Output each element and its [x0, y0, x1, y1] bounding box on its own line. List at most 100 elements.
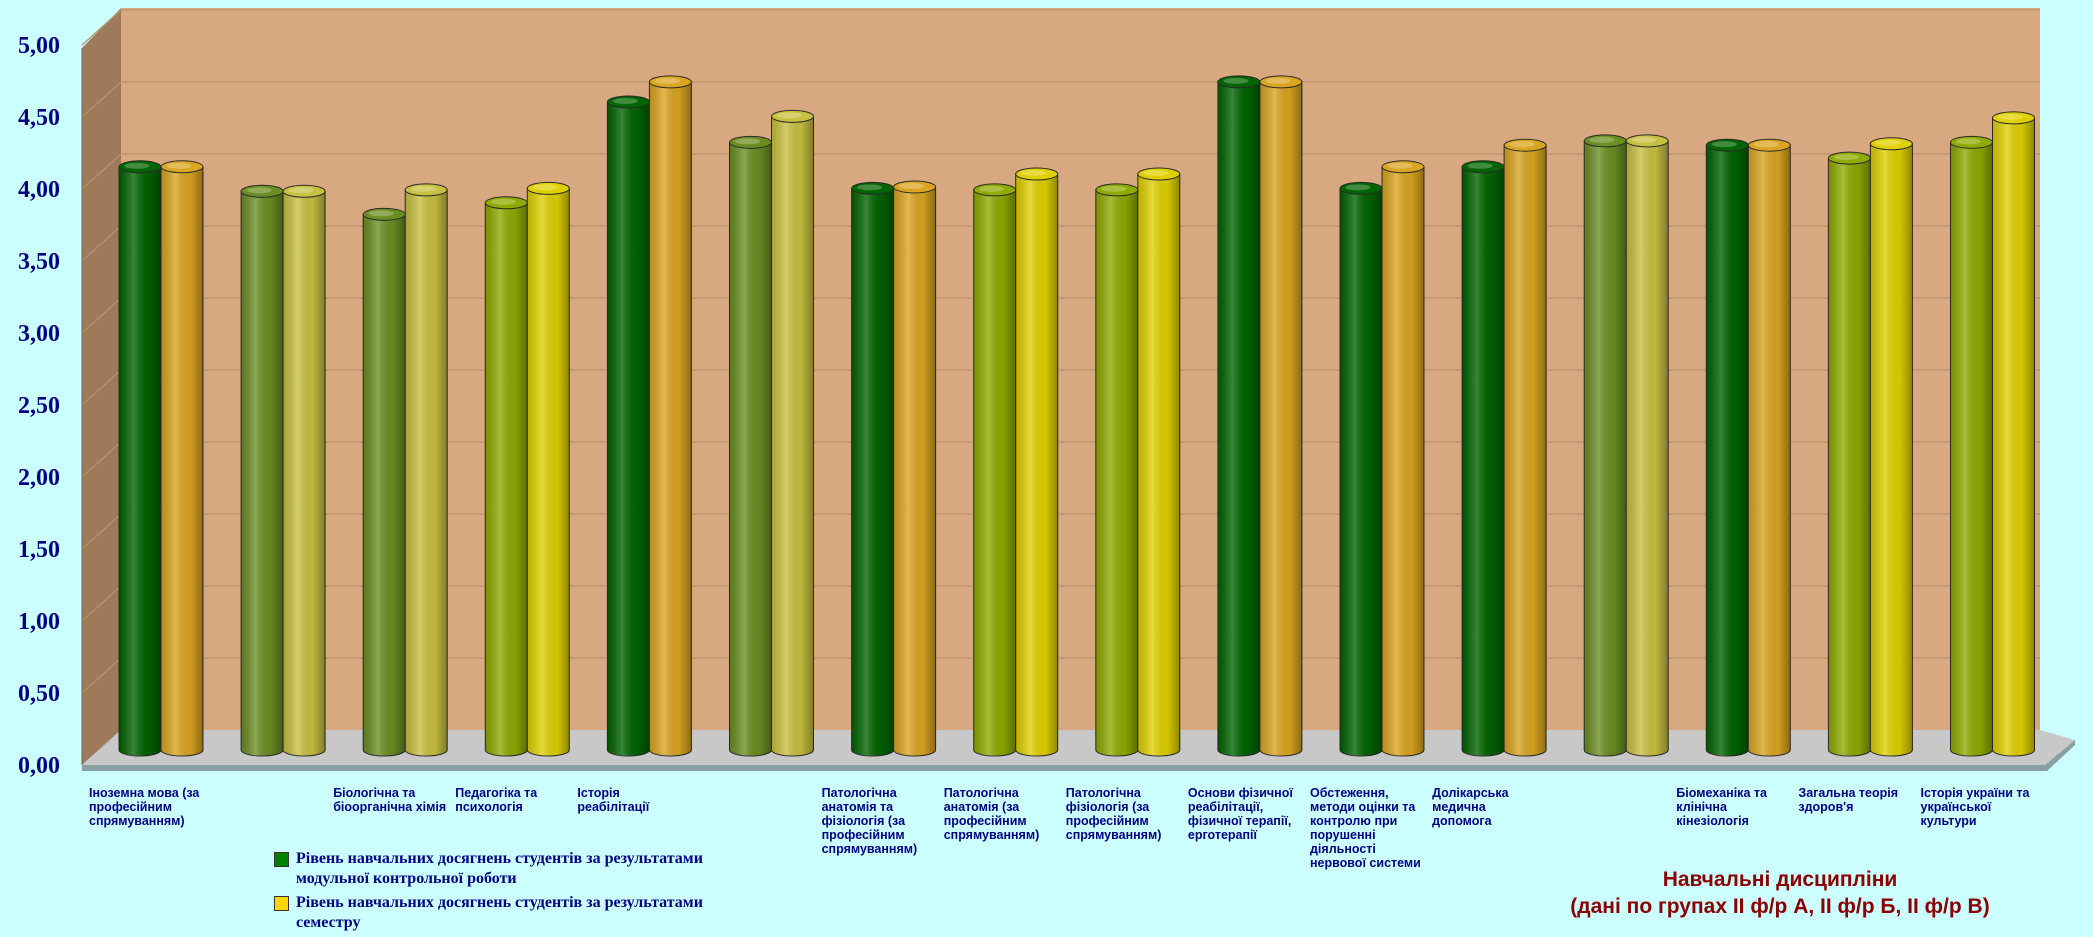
legend: Рівень навчальних досягнень студентів за… [272, 849, 736, 937]
bar-s1-2-highlight [246, 187, 272, 194]
bar-s2-12-shade [1504, 145, 1547, 756]
bar-s1-5 [606, 95, 650, 757]
bar-s2-13-top [1625, 134, 1669, 148]
floor [82, 730, 2075, 765]
bar-s1-15-highlight [1833, 154, 1859, 161]
y-tick-label: 3,00 [18, 321, 60, 347]
bar-s1-16 [1950, 135, 1993, 757]
x-tick-label: Загальна теорія здоров'я [1798, 786, 1899, 814]
y-tick-label: 2,50 [18, 393, 60, 419]
legend-swatch-yellow [274, 896, 289, 911]
bar-s1-3-highlight [368, 210, 394, 217]
x-tick-label: Історія реабілітації [577, 786, 650, 814]
bar-s2-4-shade [527, 188, 570, 756]
x-tick-label: Патологічна анатомія (за професійним спр… [943, 786, 1040, 842]
bar-s1-14-shade [1706, 145, 1749, 756]
bar-s1-16-shade [1950, 142, 1993, 756]
bar-s2-9 [1137, 167, 1181, 757]
side-wall [82, 8, 121, 765]
bar-s2-10-shade [1259, 81, 1302, 757]
bar-s2-2 [282, 184, 326, 757]
bar-s2-7 [893, 180, 937, 757]
bar-s1-9 [1095, 183, 1139, 757]
floor-edge [82, 740, 2075, 771]
bar-s2-12-top [1503, 138, 1547, 152]
bar-s1-11-shade [1340, 188, 1382, 756]
y-tick-label: 4,00 [18, 177, 60, 203]
bar-s1-13 [1583, 134, 1627, 757]
bar-s1-9-shade [1095, 189, 1138, 757]
bar-s2-8-top [1015, 167, 1059, 181]
bar-s1-4-highlight [490, 198, 516, 205]
bar-s2-4-top [526, 181, 570, 195]
bar-s2-6-shade [771, 116, 814, 756]
bar-s1-8 [973, 183, 1017, 757]
bar-s1-12-shade [1462, 166, 1505, 757]
x-axis-title-line-2: (дані по групах ІІ ф/р А, ІІ ф/р Б, ІІ ф… [1570, 895, 1990, 918]
bar-s2-11-shade [1382, 166, 1424, 757]
bar-s1-15-shade [1828, 158, 1871, 756]
bar-s1-7-shade [851, 188, 894, 756]
legend-swatch-green [274, 852, 289, 867]
y-axis-ticks: 0,00 0,50 1,00 1,50 2,00 2,50 3,00 3,50 4,00 4,50… [18, 33, 60, 779]
bar-s1-8-shade [973, 189, 1016, 757]
bar-s2-8-shade [1015, 174, 1058, 756]
x-tick-label: Обстеження, методи оцінки та контролю пр… [1310, 786, 1421, 870]
bar-s1-13-shade [1584, 140, 1627, 756]
bar-s1-5-shade [607, 102, 650, 756]
bar-s1-4-shade [485, 202, 528, 757]
bar-s2-16-top [1992, 111, 2035, 125]
y-tick-label: 0,00 [18, 753, 60, 779]
bar-s2-16-highlight [1997, 113, 2024, 120]
x-axis-title: Навчальні дисципліни (дані по групах ІІ … [1490, 866, 2070, 920]
bar-s1-12-highlight [1467, 162, 1493, 169]
bar-s2-15-top [1869, 137, 1913, 151]
bar-s2-15-shade [1870, 143, 1913, 756]
bar-s1-11 [1339, 181, 1383, 757]
bar-s2-10-highlight [1265, 77, 1291, 84]
bar-s2-8-highlight [1021, 170, 1047, 176]
bar-s2-7-top [893, 180, 937, 194]
x-tick-label: Історія україни та української культури [1920, 786, 2030, 828]
bar-s2-3 [404, 183, 448, 757]
bar-s2-3-top [404, 183, 448, 197]
bar-s2-6-highlight [776, 112, 803, 119]
bar-s1-10-shade [1217, 81, 1260, 757]
bar-s1-6-shade [729, 142, 772, 756]
bar-s2-6-top [771, 109, 814, 123]
bar-s2-2-shade [283, 191, 326, 756]
bar-s2-15-highlight [1875, 139, 1901, 146]
y-tick-label: 3,50 [18, 249, 60, 275]
bar-s1-12 [1461, 160, 1505, 757]
bar-s2-1-shade [161, 166, 203, 757]
bar-s1-6-highlight [734, 138, 761, 145]
bar-s2-12-highlight [1509, 141, 1535, 148]
bar-s2-11 [1381, 160, 1425, 757]
bar-s1-7-highlight [857, 184, 883, 191]
bar-s2-8 [1015, 167, 1059, 757]
bar-s2-4-highlight [532, 184, 558, 191]
bar-s2-3-highlight [410, 185, 436, 192]
bar-s2-1 [160, 160, 204, 757]
x-tick-label: Біологічна та біоорганічна хімія [333, 786, 447, 814]
bar-s1-8-highlight [979, 185, 1005, 192]
bar-s2-9-shade [1137, 174, 1180, 756]
bar-s1-5-highlight [612, 98, 639, 104]
bar-s1-14 [1705, 138, 1749, 757]
x-tick-label: Біомеханіка та клінічна кінезіологія [1676, 786, 1767, 828]
y-tick-label: 2,00 [18, 465, 60, 491]
bar-s2-7-highlight [899, 182, 925, 189]
bar-s1-3-shade [363, 214, 406, 756]
gridline [81, 9, 2040, 46]
bar-s2-12 [1503, 138, 1547, 757]
bar-s2-5 [648, 75, 692, 757]
bar-s1-10 [1217, 75, 1261, 757]
legend-item-series-1: Рівень навчальних досягнень студентів за… [272, 849, 736, 889]
bar-s1-3 [362, 207, 406, 757]
y-tick-label: 5,00 [18, 33, 60, 59]
bar-s2-9-top [1137, 167, 1181, 181]
x-tick-label: Іноземна мова (за професійним спрямуванн… [89, 786, 200, 828]
gridline [81, 81, 2040, 118]
bar-s1-11-highlight [1345, 184, 1371, 191]
